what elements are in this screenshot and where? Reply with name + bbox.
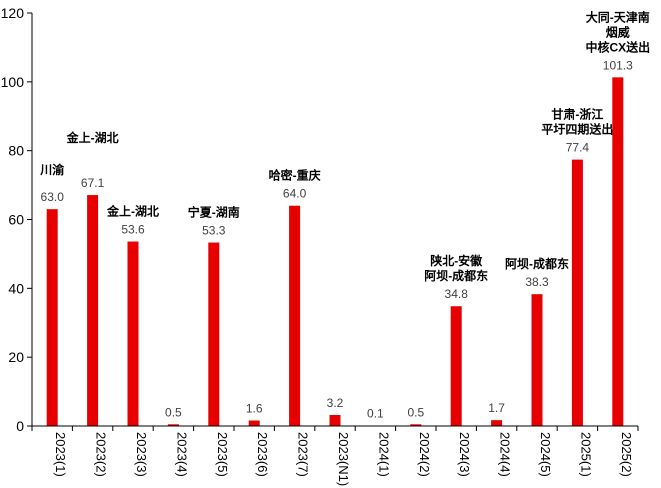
x-tick-label: 2023(1) (53, 432, 68, 477)
y-axis: 0 20 40 60 80 100 120 (1, 5, 33, 434)
data-label: 3.2 (327, 396, 344, 410)
annotation-label: 阿坝-成都东 (505, 256, 569, 271)
data-label: 0.5 (165, 405, 182, 419)
y-tick-label: 20 (8, 349, 24, 365)
y-tick-label: 100 (1, 74, 25, 90)
bars (46, 77, 624, 427)
data-label: 64.0 (283, 187, 307, 201)
x-tick-label: 2023(3) (134, 432, 149, 477)
annotation-label: 金上-湖北 (106, 204, 159, 219)
annotation-label: 大同-天津南 (586, 9, 650, 24)
annotation-label: 哈密-重庆 (269, 168, 321, 183)
x-tick-label: 2025(1) (578, 432, 593, 477)
data-label: 101.3 (603, 58, 633, 72)
x-axis: 2023(1) 2023(2) 2023(3) 2023(4) 2023(5) 2023(… (31, 425, 639, 486)
bar (208, 242, 220, 426)
data-label: 38.3 (525, 275, 549, 289)
data-label: 0.5 (407, 405, 424, 419)
data-label: 1.7 (488, 401, 505, 415)
bar (127, 241, 139, 426)
x-tick-label: 2023(2) (94, 432, 109, 477)
x-tick-label: 2023(7) (296, 432, 311, 477)
annotation-label: 烟威 (606, 24, 630, 39)
annotation-label: 金上-湖北 (66, 130, 119, 145)
annotation-label: 宁夏-湖南 (188, 205, 240, 220)
annotation-label: 中核CX送出 (585, 39, 650, 54)
x-tick-label: 2023(5) (215, 432, 230, 477)
annotation-label: 川渝 (39, 162, 65, 177)
x-tick-label: 2025(2) (619, 432, 634, 477)
bar (46, 209, 58, 426)
bar (87, 195, 99, 426)
bar (531, 294, 543, 426)
data-label: 77.4 (566, 141, 590, 155)
annotation-label: 平圩四期送出 (541, 122, 613, 137)
y-tick-label: 0 (16, 418, 24, 434)
y-tick-label: 120 (1, 5, 25, 21)
y-tick-label: 40 (8, 280, 24, 296)
value-labels: 63.0 67.1 53.6 0.5 53.3 1.6 64.0 3.2 0.1 0.5 34.8 1… (41, 58, 634, 420)
y-tick-label: 60 (8, 212, 24, 228)
bar (410, 424, 422, 426)
x-tick-label: 2023(6) (255, 432, 270, 477)
bar (289, 205, 301, 426)
y-tick-label: 80 (8, 143, 24, 159)
data-label: 63.0 (41, 190, 65, 204)
bar (248, 420, 260, 426)
x-tick-label: 2024(2) (417, 432, 432, 477)
x-tick-label: 2023(N1) (336, 432, 351, 486)
bar (612, 77, 624, 427)
bar (491, 420, 503, 426)
data-label: 67.1 (81, 176, 105, 190)
data-label: 53.6 (121, 223, 145, 237)
x-tick-label: 2024(4) (498, 432, 513, 477)
bar (450, 306, 462, 426)
annotation-label: 陕北-安徽 (430, 253, 483, 268)
bar (167, 424, 179, 426)
bar (571, 159, 583, 427)
x-tick-label: 2024(1) (376, 432, 391, 477)
data-label: 34.8 (445, 287, 469, 301)
data-label: 1.6 (246, 401, 263, 415)
annotation-label: 阿坝-成都东 (424, 268, 488, 283)
x-tick-label: 2024(3) (457, 432, 472, 477)
x-tick-label: 2023(4) (174, 432, 189, 477)
data-label: 53.3 (202, 224, 226, 238)
bar (329, 414, 341, 426)
x-tick-label: 2024(5) (538, 432, 553, 477)
data-label: 0.1 (367, 407, 384, 421)
annotation-label: 甘肃-浙江 (551, 107, 603, 122)
